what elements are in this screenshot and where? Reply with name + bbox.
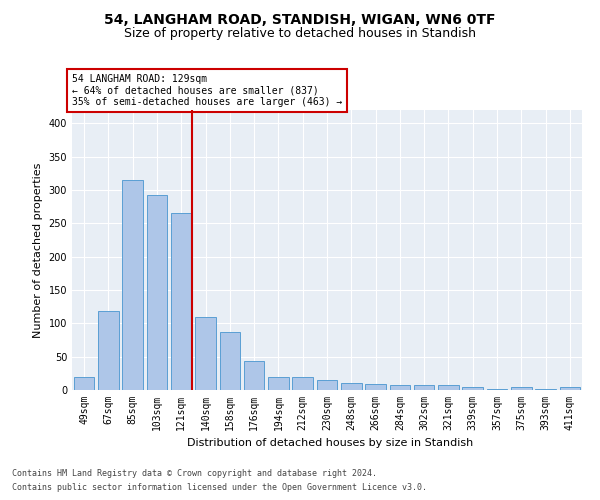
Y-axis label: Number of detached properties: Number of detached properties [33,162,43,338]
Bar [171,214,191,390]
Text: 54, LANGHAM ROAD, STANDISH, WIGAN, WN6 0TF: 54, LANGHAM ROAD, STANDISH, WIGAN, WN6 0… [104,12,496,26]
Bar [535,388,556,390]
Bar [292,376,313,390]
Bar [341,384,362,390]
Bar [122,180,143,390]
Bar [463,388,483,390]
Text: Distribution of detached houses by size in Standish: Distribution of detached houses by size … [187,438,473,448]
Bar [438,386,459,390]
Bar [74,376,94,390]
Bar [389,384,410,390]
Bar [365,384,386,390]
Bar [244,362,265,390]
Text: 54 LANGHAM ROAD: 129sqm
← 64% of detached houses are smaller (837)
35% of semi-d: 54 LANGHAM ROAD: 129sqm ← 64% of detache… [72,74,342,107]
Bar [146,194,167,390]
Text: Contains public sector information licensed under the Open Government Licence v3: Contains public sector information licen… [12,484,427,492]
Bar [414,386,434,390]
Bar [511,388,532,390]
Text: Size of property relative to detached houses in Standish: Size of property relative to detached ho… [124,28,476,40]
Bar [220,332,240,390]
Bar [560,388,580,390]
Bar [195,316,216,390]
Bar [98,312,119,390]
Text: Contains HM Land Registry data © Crown copyright and database right 2024.: Contains HM Land Registry data © Crown c… [12,468,377,477]
Bar [487,388,508,390]
Bar [317,380,337,390]
Bar [268,376,289,390]
